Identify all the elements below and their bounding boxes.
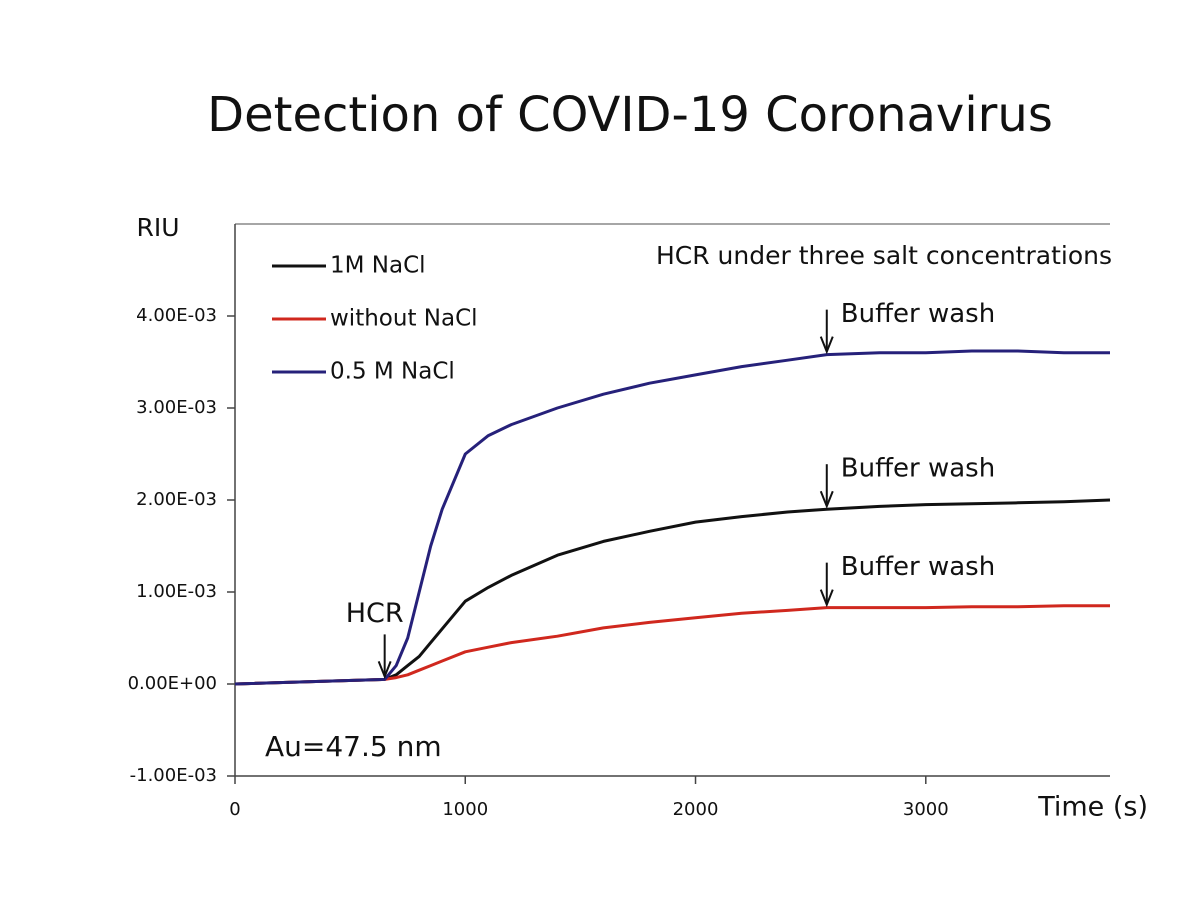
series-line <box>234 349 1110 686</box>
y-tick-label: 1.00E-03 <box>136 581 217 602</box>
x-tick-label: 0 <box>229 799 240 820</box>
x-tick-label: 3000 <box>903 799 949 820</box>
annotation-arrowhead <box>819 589 834 608</box>
y-axis-label: RIU <box>136 213 179 242</box>
annotation-arrowhead <box>819 490 834 509</box>
series-line <box>234 604 1110 686</box>
y-tick-label: -1.00E-03 <box>130 765 217 786</box>
legend-label: 1M NaCl <box>330 253 426 279</box>
annotation-label: HCR <box>346 598 404 629</box>
legend-label: 0.5 M NaCl <box>330 359 455 385</box>
annotation-label: Buffer wash <box>841 299 995 329</box>
x-tick-label: 2000 <box>673 799 719 820</box>
y-tick-label: 2.00E-03 <box>136 489 217 510</box>
y-tick-label: 3.00E-03 <box>136 397 217 418</box>
annotation-arrowhead <box>377 661 392 680</box>
annotation-label: Buffer wash <box>841 552 995 582</box>
chart-title: Detection of COVID-19 Coronavirus <box>207 87 1053 143</box>
x-tick-label: 1000 <box>442 799 488 820</box>
note: Au=47.5 nm <box>265 730 442 763</box>
subtitle: HCR under three salt concentrations <box>656 241 1112 270</box>
series-line <box>234 498 1111 686</box>
x-axis-label: Time (s) <box>1037 792 1148 823</box>
annotation-label: Buffer wash <box>841 454 995 484</box>
annotation-arrowhead <box>819 336 834 355</box>
y-tick-label: 0.00E+00 <box>128 673 217 694</box>
legend-label: without NaCl <box>330 306 478 332</box>
y-tick-label: 4.00E-03 <box>136 305 217 326</box>
